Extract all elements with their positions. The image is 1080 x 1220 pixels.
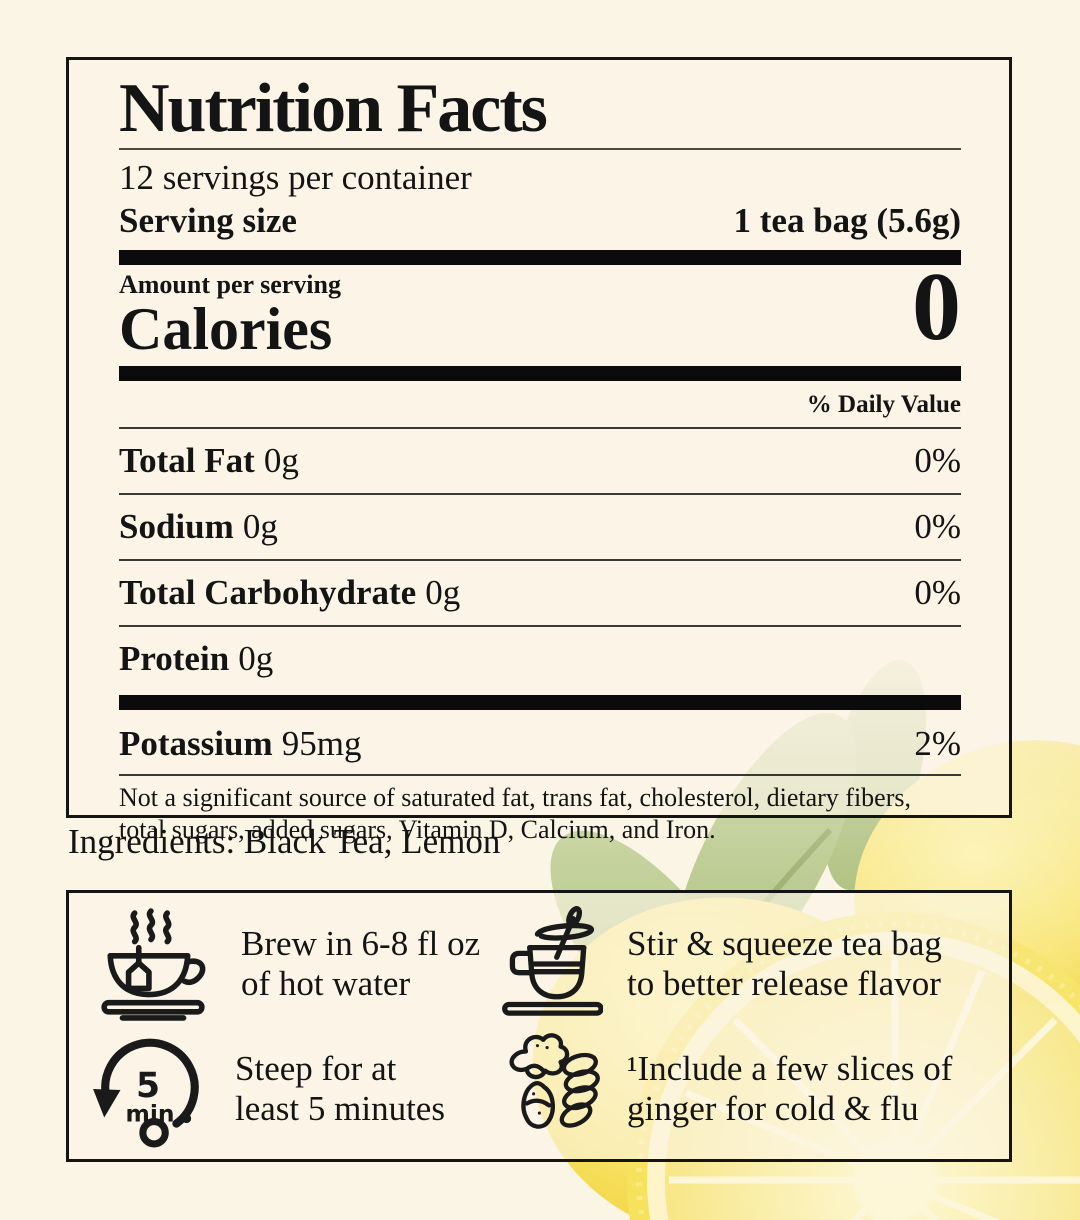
calories-label: Calories	[119, 295, 333, 362]
nutrient-cell: Total Fat 0g	[119, 441, 299, 481]
nutrient-name: Total Carbohydrate	[119, 573, 417, 613]
separator-bar	[119, 365, 961, 381]
nutrient-cell: Potassium 95mg	[119, 724, 361, 764]
nutrient-amount: 95mg	[281, 723, 362, 763]
stir-cup-icon	[502, 905, 603, 1016]
separator-bar	[119, 250, 961, 266]
table-row-potassium: Potassium 95mg 2%	[119, 710, 961, 776]
separator-bar	[119, 694, 961, 710]
instruction-line: of hot water	[241, 963, 411, 1003]
instruction-line: Brew in 6-8 fl oz	[241, 923, 481, 963]
nutrient-name: Total Fat	[119, 440, 255, 480]
title-divider	[119, 148, 961, 150]
nutrient-cell: Protein 0g	[119, 639, 273, 679]
table-row-protein: Protein 0g	[119, 627, 961, 691]
steep-timer-icon: 5 min	[93, 1038, 199, 1147]
nutrient-cell: Sodium 0g	[119, 507, 278, 547]
nutrient-daily-value: 0%	[914, 573, 961, 613]
nutrient-daily-value: 0%	[914, 506, 961, 546]
calories-value: 0	[912, 253, 961, 362]
nutrition-facts-title: Nutrition Facts	[119, 70, 548, 147]
instruction-steep: 5 min Steep for at least 5 minutes	[89, 1026, 497, 1151]
instruction-line: Stir & squeeze tea bag	[627, 923, 942, 963]
instruction-line: to better release flavor	[627, 963, 941, 1003]
instruction-brew: Brew in 6-8 fl oz of hot water	[89, 901, 497, 1026]
calories-block: Amount per serving Calories 0	[119, 258, 961, 362]
nutrient-amount: 0g	[238, 639, 274, 679]
instruction-stir: Stir & squeeze tea bag to better release…	[497, 901, 999, 1026]
ingredients-line: Ingredients: Black Tea, Lemon	[68, 822, 501, 861]
nutrient-name: Potassium	[119, 723, 273, 763]
nutrition-facts-panel: Nutrition Facts 12 servings per containe…	[66, 57, 1012, 844]
nutrient-daily-value: 0%	[914, 440, 961, 480]
nutrient-amount: 0g	[242, 506, 278, 546]
ginger-slices-icon	[509, 1032, 600, 1129]
nutrient-cell: Total Carbohydrate 0g	[119, 573, 460, 613]
instruction-line: least 5 minutes	[235, 1088, 445, 1128]
servings-per-container: 12 servings per container	[119, 158, 472, 197]
table-row-total-fat: Total Fat 0g 0%	[119, 429, 961, 495]
nutrient-amount: 0g	[425, 573, 461, 613]
instruction-line: ginger for cold & flu	[627, 1088, 919, 1128]
table-row-total-carbohydrate: Total Carbohydrate 0g 0%	[119, 561, 961, 628]
instruction-text: Brew in 6-8 fl oz of hot water	[241, 924, 480, 1004]
daily-value-header: % Daily Value	[119, 381, 961, 429]
serving-size-value: 1 tea bag (5.6g)	[733, 201, 961, 241]
instruction-line: Steep for at	[235, 1048, 397, 1088]
amount-per-serving-label: Amount per serving	[119, 270, 341, 300]
instruction-text: Stir & squeeze tea bag to better release…	[627, 924, 942, 1004]
instruction-line: ¹Include a few slices of	[627, 1048, 953, 1088]
not-significant-source-note: Not a significant source of saturated fa…	[119, 782, 911, 845]
teacup-steam-icon	[101, 907, 206, 1021]
nutrient-amount: 0g	[263, 440, 299, 480]
serving-size-row: Serving size 1 tea bag (5.6g)	[119, 200, 961, 242]
instruction-text: Steep for at least 5 minutes	[235, 1049, 445, 1129]
nutrient-name: Protein	[119, 639, 230, 679]
serving-size-label: Serving size	[119, 201, 297, 241]
timer-minutes-number: 5	[136, 1066, 160, 1106]
timer-minutes-unit: min	[125, 1099, 174, 1127]
nutrient-daily-value: 2%	[914, 723, 961, 763]
instruction-ginger: ¹Include a few slices of ginger for cold…	[497, 1026, 999, 1151]
instruction-text: ¹Include a few slices of ginger for cold…	[627, 1049, 952, 1129]
brewing-instructions-panel: Brew in 6-8 fl oz of hot water Stir & sq…	[66, 890, 1012, 1162]
table-row-sodium: Sodium 0g 0%	[119, 495, 961, 562]
nutrient-name: Sodium	[119, 506, 234, 546]
